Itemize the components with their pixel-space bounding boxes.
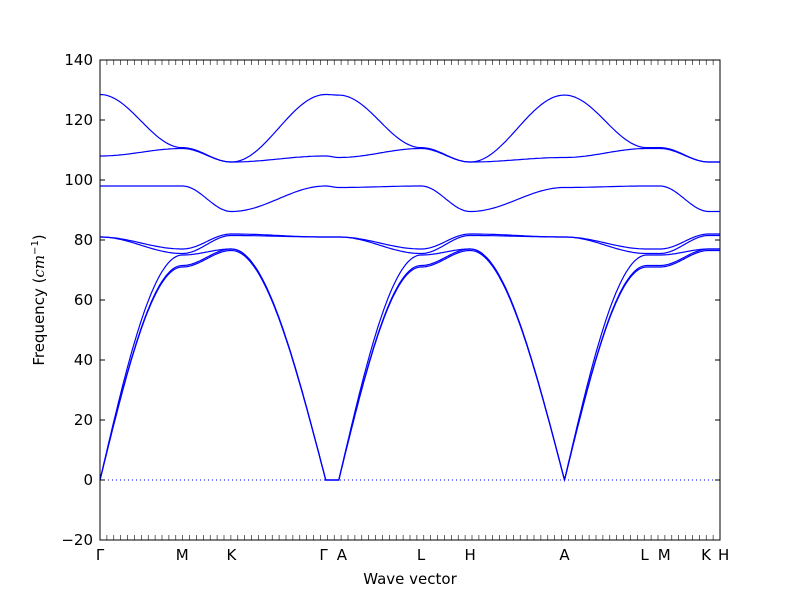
band-line (99, 248, 720, 481)
y-tick-label: 140 (64, 51, 93, 69)
x-tick-label: Γ (96, 546, 105, 564)
y-axis-label-suffix: ) (30, 234, 48, 240)
y-tick-label: 60 (74, 291, 93, 309)
x-tick-label: M (658, 546, 671, 564)
y-tick-label: −20 (61, 531, 93, 549)
x-tick-label: Γ (319, 546, 328, 564)
x-tick-label: H (465, 546, 476, 564)
y-axis-label-exponent: −1 (30, 240, 41, 255)
band-line (100, 147, 720, 163)
x-tick-label: H (718, 546, 729, 564)
y-tick-label: 100 (64, 171, 93, 189)
x-tick-label: L (417, 546, 426, 564)
y-axis-label: Frequency (cm−1) (30, 234, 48, 365)
x-tick-label: K (227, 546, 238, 564)
band-line (99, 93, 720, 163)
x-tick-label: A (337, 546, 348, 564)
band-line (100, 185, 720, 213)
x-tick-label: L (640, 546, 649, 564)
y-tick-label: 40 (74, 351, 93, 369)
band-lines (99, 93, 720, 483)
y-tick-label: 80 (74, 231, 93, 249)
band-line (99, 249, 720, 483)
y-tick-label: 0 (83, 471, 93, 489)
y-tick-label: 20 (74, 411, 93, 429)
y-axis-label-unit: cm (30, 255, 48, 278)
x-tick-label: M (176, 546, 189, 564)
plot-frame (99, 59, 721, 541)
band-line (100, 233, 720, 250)
x-tick-label: K (701, 546, 712, 564)
x-axis-label: Wave vector (363, 570, 457, 588)
y-axis-label-prefix: Frequency ( (30, 278, 48, 366)
band-line (100, 234, 720, 255)
band-line (99, 248, 720, 481)
x-tick-label: A (559, 546, 570, 564)
y-tick-label: 120 (64, 111, 93, 129)
